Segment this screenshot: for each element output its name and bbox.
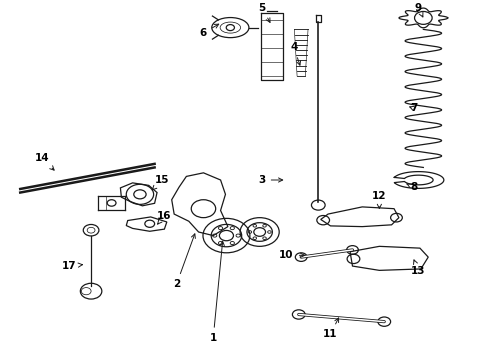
- Text: 13: 13: [411, 260, 426, 276]
- Text: 5: 5: [259, 3, 270, 22]
- Text: 17: 17: [62, 261, 82, 271]
- Text: 16: 16: [157, 211, 171, 224]
- Text: 15: 15: [152, 175, 169, 190]
- Text: 6: 6: [200, 24, 219, 38]
- Text: 11: 11: [323, 318, 339, 339]
- Text: 10: 10: [279, 250, 305, 260]
- Text: 7: 7: [410, 103, 417, 113]
- Text: 2: 2: [173, 234, 196, 289]
- Text: 9: 9: [415, 3, 423, 17]
- Text: 14: 14: [35, 153, 54, 170]
- Text: 3: 3: [259, 175, 283, 185]
- Text: 1: 1: [210, 241, 224, 343]
- Text: 12: 12: [372, 191, 387, 208]
- Text: 8: 8: [407, 182, 417, 192]
- Text: 4: 4: [290, 42, 300, 65]
